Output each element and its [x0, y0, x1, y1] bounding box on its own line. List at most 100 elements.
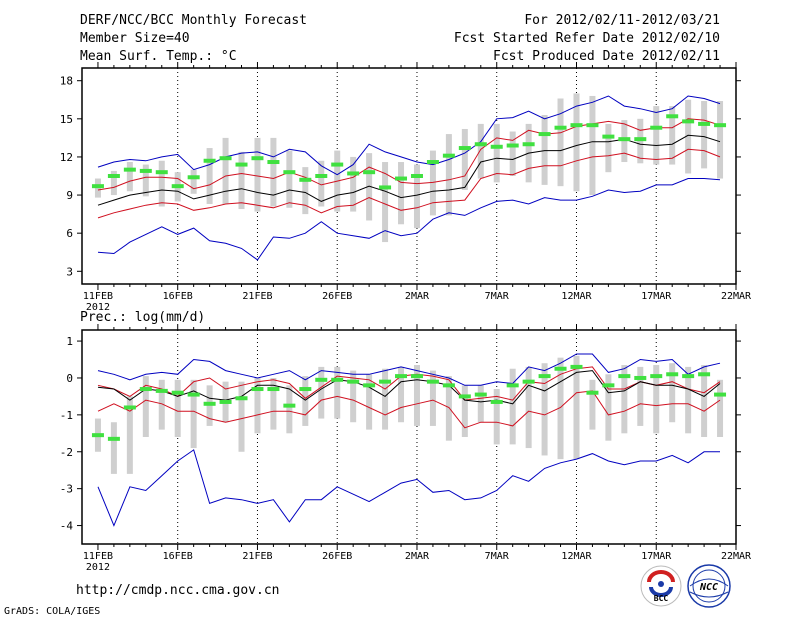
- spread-box: [717, 101, 724, 179]
- spread-box: [589, 379, 596, 430]
- spread-box: [573, 93, 580, 192]
- x-tick-label: 7MAR: [485, 551, 510, 562]
- x-tick-label: 16FEB: [163, 291, 193, 302]
- ensemble-marker: [410, 374, 423, 379]
- ensemble-marker: [395, 374, 408, 379]
- ensemble-marker: [618, 374, 631, 379]
- ensemble-marker: [538, 374, 551, 379]
- y-tick-label: 6: [66, 227, 73, 240]
- spread-box: [366, 153, 373, 221]
- spread-box: [110, 422, 117, 474]
- spread-box: [334, 366, 341, 419]
- ensemble-marker: [426, 160, 439, 165]
- spread-box: [382, 368, 389, 430]
- spread-box: [605, 374, 612, 441]
- x-tick-label: 22MAR: [721, 551, 752, 562]
- spread-box: [445, 376, 452, 441]
- ensemble-marker: [347, 379, 360, 384]
- ensemble-marker: [490, 144, 503, 149]
- spread-box: [573, 355, 580, 460]
- ensemble-marker: [650, 125, 663, 130]
- spread-box: [477, 385, 484, 423]
- spread-box: [270, 377, 277, 430]
- header-started: Fcst Started Refer Date 2012/02/10: [454, 31, 720, 46]
- series-lower-line: [97, 390, 721, 429]
- spread-box: [621, 365, 628, 434]
- y-tick-label: 15: [60, 113, 73, 126]
- spread-box: [350, 370, 357, 423]
- ensemble-marker: [410, 174, 423, 178]
- ensemble-marker: [203, 158, 216, 163]
- spread-box: [445, 134, 452, 216]
- x-tick-label: 26FEB: [322, 291, 352, 302]
- spread-box: [110, 170, 117, 196]
- spread-box: [413, 164, 420, 229]
- header-title: DERF/NCC/BCC Monthly Forecast: [80, 13, 307, 28]
- ensemble-marker: [474, 142, 487, 147]
- ensemble-marker: [538, 132, 551, 137]
- x-tick-label: 12MAR: [561, 551, 592, 562]
- spread-box: [685, 99, 692, 174]
- ensemble-marker: [554, 125, 567, 130]
- header-variable: Mean Surf. Temp.: °C: [80, 49, 237, 64]
- ensemble-marker: [187, 175, 200, 180]
- ensemble-marker: [698, 372, 711, 377]
- spread-box: [557, 357, 564, 460]
- ensemble-marker: [570, 364, 583, 369]
- ensemble-marker: [331, 162, 344, 167]
- ensemble-marker: [602, 383, 615, 388]
- x-tick-label: 16FEB: [163, 551, 193, 562]
- precipitation-panel: 1 0 -1 -2 -3 -4 11FEB 16FEB 21FEB 26FEB 2MAR 7MAR 12…: [60, 324, 752, 573]
- x-year-label: 2012: [86, 302, 110, 313]
- ensemble-marker: [235, 396, 248, 401]
- x-tick-label: 26FEB: [322, 551, 352, 562]
- ensemble-marker: [219, 156, 232, 161]
- x-tick-label: 17MAR: [641, 551, 672, 562]
- spread-box: [717, 379, 724, 437]
- y-tick-label: 0: [66, 372, 73, 385]
- spread-box: [286, 150, 293, 208]
- bcc-logo: BCC: [640, 565, 682, 607]
- ensemble-marker: [666, 372, 679, 377]
- x-tick-label: 21FEB: [242, 551, 272, 562]
- ensemble-marker: [682, 119, 695, 124]
- spread-box: [142, 376, 149, 437]
- ensemble-marker: [251, 156, 264, 161]
- ensemble-marker: [395, 176, 408, 181]
- spread-box: [366, 374, 373, 430]
- y-tick-label: -4: [60, 520, 74, 533]
- series-min-line: [97, 178, 721, 261]
- spread-box: [477, 123, 484, 179]
- series-lower-line: [97, 148, 721, 219]
- ensemble-marker: [379, 379, 392, 384]
- ensemble-marker: [363, 170, 376, 175]
- ensemble-marker: [107, 174, 120, 178]
- ensemble-marker: [522, 142, 535, 147]
- ensemble-marker: [363, 383, 376, 388]
- ensemble-marker: [618, 137, 631, 142]
- spread-box: [541, 363, 548, 456]
- ensemble-marker: [458, 394, 471, 399]
- footer-url[interactable]: http://cmdp.ncc.cma.gov.cn: [76, 583, 280, 598]
- ensemble-marker: [506, 143, 519, 148]
- spread-box: [653, 106, 660, 165]
- spread-box: [238, 151, 245, 210]
- ensemble-marker: [714, 392, 727, 397]
- plot-frame: [81, 329, 737, 545]
- series-upper-line: [97, 118, 721, 191]
- ncc-logo-label: NCC: [699, 582, 718, 593]
- spread-box: [701, 365, 708, 437]
- ensemble-marker: [602, 134, 615, 139]
- ensemble-marker: [442, 383, 455, 388]
- x-tick-label: 17MAR: [641, 291, 672, 302]
- ensemble-marker: [267, 160, 280, 165]
- spread-box: [318, 160, 325, 207]
- ensemble-marker: [203, 401, 216, 406]
- spread-box: [653, 365, 660, 434]
- ensemble-marker: [315, 377, 328, 382]
- spread-box: [541, 115, 548, 185]
- ensemble-marker: [554, 366, 567, 371]
- ensemble-marker: [714, 123, 727, 128]
- ensemble-marker: [155, 388, 168, 393]
- spread-box: [669, 106, 676, 165]
